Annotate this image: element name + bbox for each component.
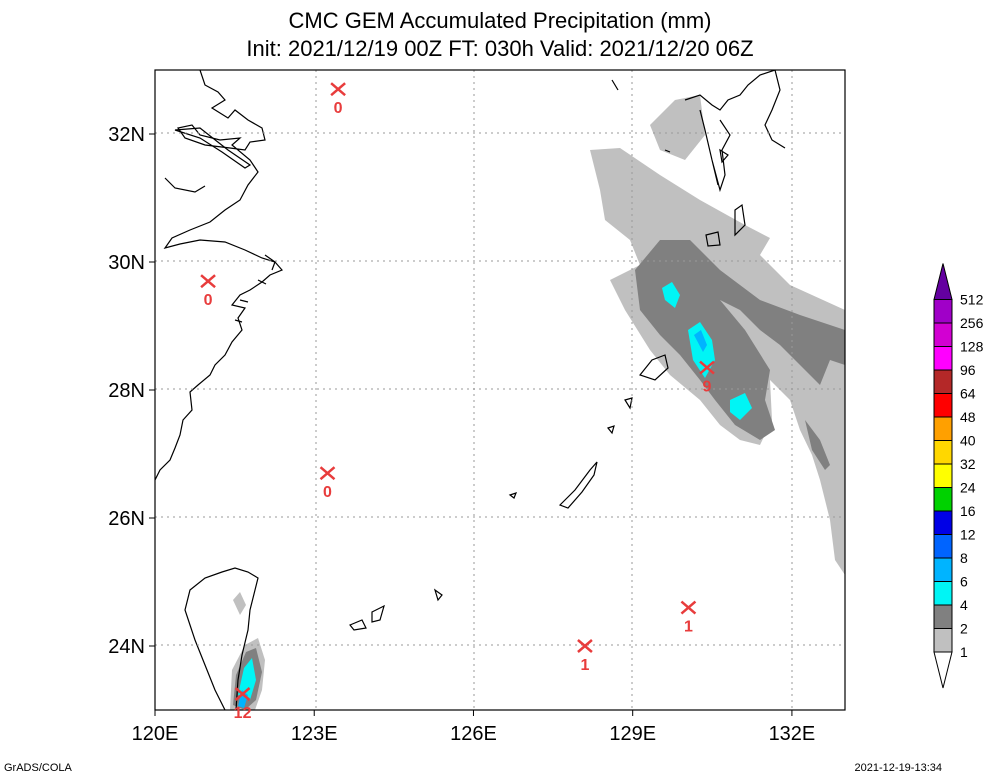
precip-taiwan-cyan: [238, 658, 256, 700]
colorbar-level-label: 1: [960, 644, 968, 660]
y-axis: 24N 26N 28N 30N 32N: [108, 124, 155, 658]
grid-lines: [155, 70, 845, 710]
x-tick-label: 126E: [450, 723, 497, 745]
colorbar-level-label: 8: [960, 550, 968, 566]
colorbar-segment: [933, 299, 953, 324]
station-x-icon: [577, 639, 593, 653]
station-marker: 1: [680, 600, 697, 636]
x-axis: 120E 123E 126E 129E 132E: [132, 710, 816, 745]
footer-credit: GrADS/COLA: [4, 762, 72, 774]
station-marker: 0: [200, 274, 216, 309]
colorbar-bottom-arrow: [933, 651, 953, 689]
colorbar-segment: [933, 487, 953, 512]
colorbar-top-arrow: [933, 263, 953, 300]
colorbar-level-label: 16: [960, 503, 976, 519]
colorbar-level-label: 6: [960, 574, 968, 590]
colorbar-level-label: 512: [960, 292, 984, 308]
precip-band-dark-south: [805, 420, 830, 470]
station-value: 9: [703, 379, 712, 396]
colorbar-level-label: 96: [960, 362, 976, 378]
ryukyu-small-1: [508, 397, 633, 499]
y-tick-label: 32N: [108, 124, 145, 146]
station-value: 1: [684, 619, 693, 636]
station-value: 0: [204, 292, 213, 309]
ryukyu-okinawa: [558, 461, 598, 509]
station-markers: 0 0 0 9 1 1 12: [200, 82, 715, 722]
precip-spot-cyan-3: [730, 393, 752, 420]
colorbar-segment: [933, 463, 953, 488]
coastlines: [155, 70, 786, 710]
precip-taiwan-light-2: [233, 592, 246, 615]
station-x-icon: [234, 687, 251, 701]
precip-taiwan-blue: [238, 690, 248, 708]
station-marker: 1: [577, 639, 593, 674]
precip-spot-blue: [694, 330, 707, 352]
kyushu-east-coast: [764, 70, 786, 149]
station-value: 0: [323, 484, 332, 501]
colorbar-segment: [933, 369, 953, 394]
map-subtitle: Init: 2021/12/19 00Z FT: 030h Valid: 202…: [246, 36, 754, 61]
colorbar-level-label: 4: [960, 597, 968, 613]
colorbar-segment: [933, 393, 953, 418]
x-tick-label: 120E: [132, 723, 179, 745]
yangtze-island: [174, 127, 252, 169]
colorbar-level-label: 128: [960, 339, 984, 355]
station-value: 0: [334, 100, 343, 117]
colorbar-level-label: 24: [960, 480, 976, 496]
sakishima-islands: [349, 588, 443, 631]
y-tick-label: 28N: [108, 380, 145, 402]
precip-shading: [230, 95, 845, 710]
footer-timestamp: 2021-12-19-13:34: [854, 762, 942, 774]
station-marker: 12: [234, 687, 252, 722]
precip-band-dark-northeast: [635, 240, 845, 440]
colorbar-segment: [933, 581, 953, 606]
station-marker: 9: [699, 360, 715, 396]
colorbar-level-label: 12: [960, 527, 976, 543]
kyushu-coast: [611, 70, 776, 247]
x-tick-label: 123E: [291, 723, 338, 745]
colorbar-segment: [933, 557, 953, 582]
colorbar-segment: [933, 628, 953, 653]
colorbar-level-label: 2: [960, 621, 968, 637]
x-tick-label: 129E: [609, 723, 656, 745]
colorbar-segment: [933, 440, 953, 465]
precip-spot-cyan-1: [662, 282, 680, 308]
y-tick-label: 24N: [108, 636, 145, 658]
station-value: 1: [580, 657, 589, 674]
station-x-icon: [200, 274, 216, 289]
colorbar-level-label: 64: [960, 386, 976, 402]
station-x-icon: [330, 82, 346, 97]
station-x-icon: [699, 360, 715, 375]
ryukyu-amami: [638, 354, 669, 381]
colorbar-segment: [933, 322, 953, 347]
station-marker: 0: [330, 82, 346, 117]
colorbar-level-label: 256: [960, 315, 984, 331]
colorbar-segment: [933, 510, 953, 535]
colorbar-segment: [933, 604, 953, 629]
colorbar-segment: [933, 346, 953, 371]
zhoushan-islands: [234, 254, 276, 323]
y-tick-label: 26N: [108, 508, 145, 530]
map-title: CMC GEM Accumulated Precipitation (mm): [288, 8, 712, 33]
x-tick-label: 132E: [769, 723, 816, 745]
precip-band-light-north: [650, 95, 705, 160]
colorbar-segment: [933, 416, 953, 441]
hangzhou-bay: [164, 177, 206, 193]
station-x-icon: [680, 600, 697, 615]
colorbar-level-label: 32: [960, 456, 976, 472]
station-x-icon: [319, 466, 336, 481]
taiwan-coast: [184, 567, 259, 710]
station-value: 12: [234, 705, 252, 722]
colorbar-level-label: 48: [960, 409, 976, 425]
colorbar-level-label: 40: [960, 433, 976, 449]
colorbar-segment: [933, 534, 953, 559]
y-tick-label: 30N: [108, 252, 145, 274]
station-marker: 0: [319, 466, 336, 501]
china-coast: [155, 70, 284, 481]
